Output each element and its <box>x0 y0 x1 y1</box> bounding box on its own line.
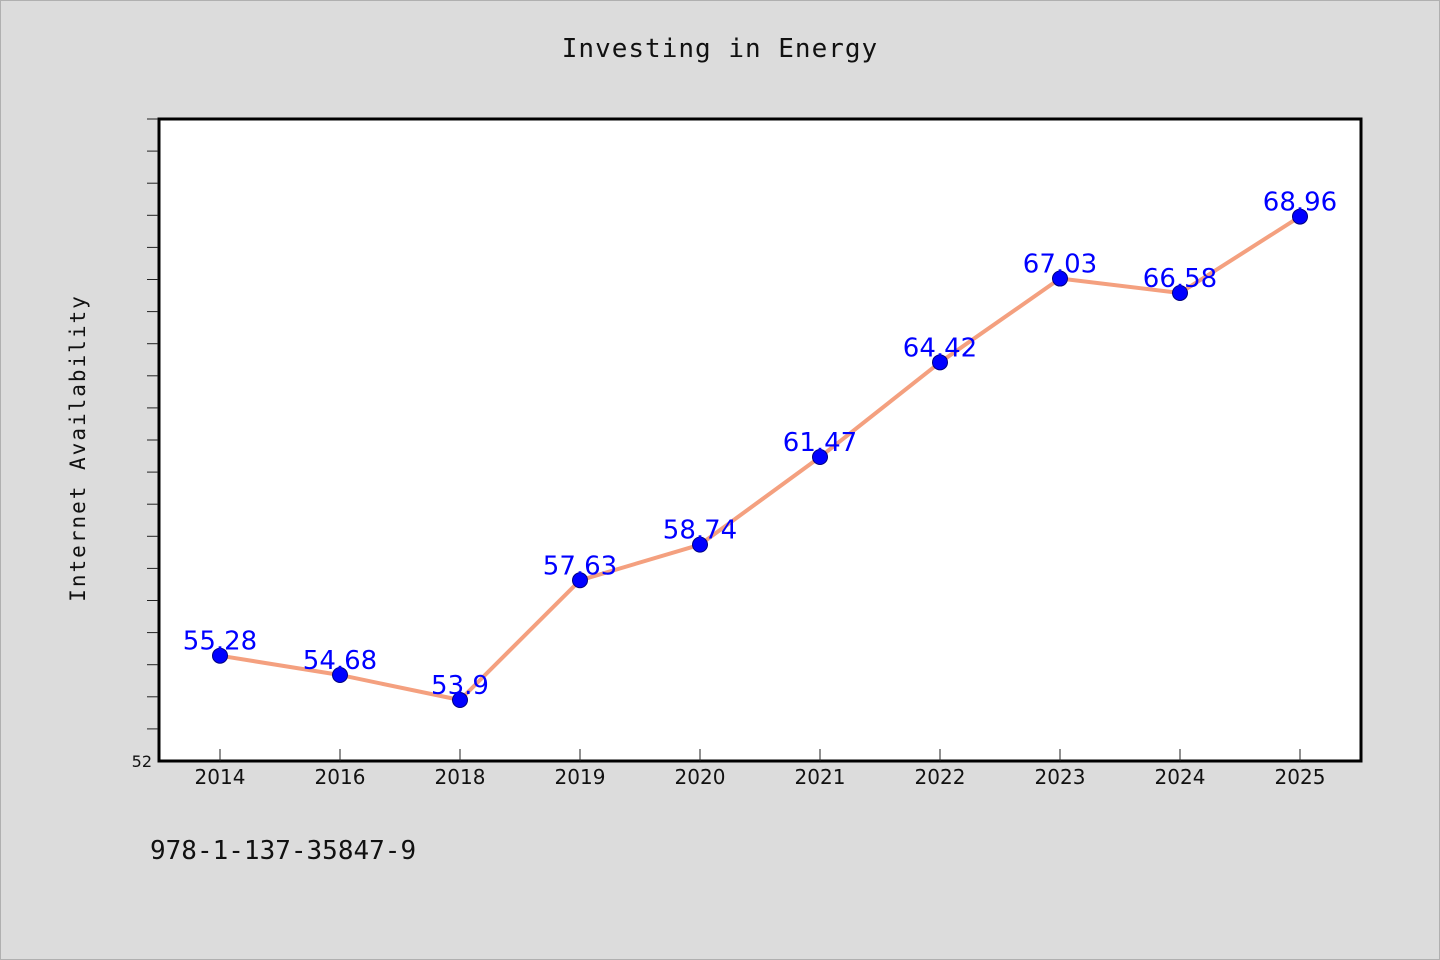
x-tick-label: 2024 <box>1155 765 1206 789</box>
data-label: 55.28 <box>183 627 257 657</box>
plot-area <box>157 117 1363 763</box>
chart-title: Investing in Energy <box>561 34 879 64</box>
data-label: 64.42 <box>903 333 977 363</box>
x-tick-label: 2022 <box>915 765 966 789</box>
x-tick-label: 2018 <box>435 765 486 789</box>
data-point <box>572 572 588 589</box>
y-tick-label: 52 <box>132 752 152 771</box>
data-point <box>1172 284 1188 301</box>
data-label: 61.47 <box>783 428 857 458</box>
series-group <box>212 208 1308 709</box>
data-label: 57.63 <box>543 551 617 581</box>
x-tick-label: 2021 <box>795 765 846 789</box>
data-point <box>452 692 468 709</box>
data-label: 58.74 <box>663 516 737 546</box>
data-point <box>1292 208 1308 225</box>
data-point <box>692 536 708 553</box>
y-ticks: 52 <box>132 118 158 771</box>
x-tick-label: 2014 <box>195 765 246 789</box>
data-point <box>812 449 828 466</box>
data-label: 53.9 <box>431 671 489 701</box>
x-tick-label: 2020 <box>675 765 726 789</box>
data-point <box>332 666 348 683</box>
data-point <box>212 647 228 664</box>
x-tick-label: 2023 <box>1035 765 1086 789</box>
data-point <box>1052 270 1068 287</box>
data-label: 66.58 <box>1143 264 1217 294</box>
series-line <box>219 214 1302 703</box>
x-tick-label: 2019 <box>555 765 606 789</box>
footer-id-text: 978-1-137-35847-9 <box>150 836 417 866</box>
data-label: 54.68 <box>303 646 377 676</box>
data-label: 67.03 <box>1023 250 1097 280</box>
data-labels: 55.28 54.68 53.9 57.63 58.74 61.47 64.42 67.03 6… <box>183 188 1337 701</box>
x-tick-label: 2025 <box>1275 765 1326 789</box>
x-ticks: 2014 2016 2018 2019 2020 2021 2022 2023 2024 2025 <box>195 749 1326 789</box>
data-point <box>932 354 948 371</box>
x-tick-label: 2016 <box>315 765 366 789</box>
data-label: 68.96 <box>1263 188 1337 218</box>
